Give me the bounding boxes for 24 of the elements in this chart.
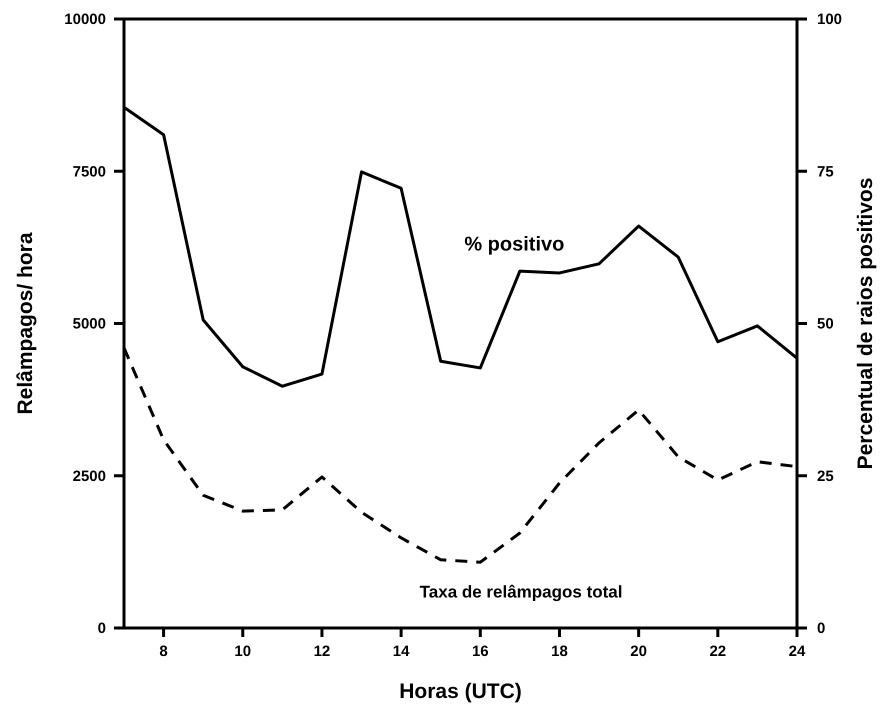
y2-tick-label: 100 [817, 11, 842, 28]
y-axis-title: Relâmpagos/ hora [14, 232, 37, 415]
y-tick-label: 2500 [72, 468, 106, 485]
y2-tick-label: 75 [817, 163, 834, 180]
y-tick-label: 10000 [64, 11, 106, 28]
y-tick-label: 0 [98, 620, 106, 637]
y2-axis-title: Percentual de raios positivos [854, 178, 877, 470]
y2-tick-label: 25 [817, 468, 834, 485]
series-label: Taxa de relâmpagos total [420, 582, 622, 602]
x-axis-title: Horas (UTC) [399, 680, 522, 703]
series-label: % positivo [464, 233, 564, 256]
x-tick-label: 8 [159, 643, 168, 660]
x-tick-label: 12 [314, 643, 330, 660]
x-tick-label: 14 [392, 643, 410, 660]
x-tick-label: 16 [472, 643, 489, 660]
y-tick-label: 7500 [72, 163, 106, 180]
x-tick-label: 24 [788, 643, 806, 660]
x-tick-label: 10 [234, 643, 252, 660]
y2-tick-label: 50 [817, 316, 834, 332]
y2-tick-label: 0 [817, 620, 826, 637]
x-tick-label: 18 [551, 643, 568, 660]
x-tick-label: 20 [630, 643, 647, 660]
x-tick-label: 22 [709, 643, 726, 660]
y-tick-label: 5000 [72, 316, 106, 332]
